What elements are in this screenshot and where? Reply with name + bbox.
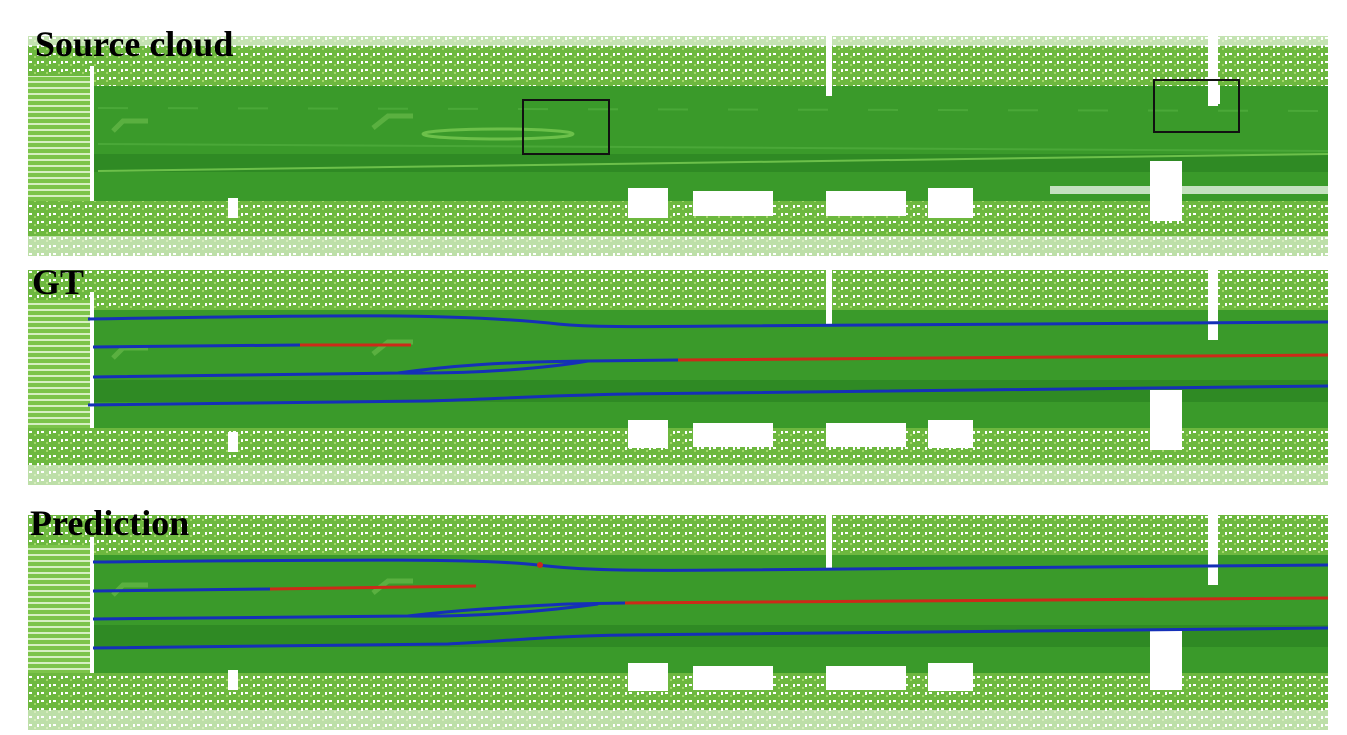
gt-cloud-image bbox=[28, 270, 1328, 485]
source-cloud-image bbox=[28, 36, 1328, 256]
source-cloud-label: Source cloud bbox=[35, 26, 233, 62]
prediction-label: Prediction bbox=[30, 505, 189, 541]
gt-label: GT bbox=[32, 264, 84, 300]
pred-lane-line-2-blue bbox=[93, 589, 270, 591]
gt-panel: GT bbox=[0, 250, 1347, 485]
prediction-cloud-image bbox=[28, 515, 1328, 730]
prediction-panel: Prediction bbox=[0, 485, 1347, 735]
pred-lane-marker bbox=[537, 562, 543, 568]
source-cloud-panel: Source cloud bbox=[0, 0, 1347, 250]
gt-lane-line-2-blue bbox=[93, 345, 300, 347]
